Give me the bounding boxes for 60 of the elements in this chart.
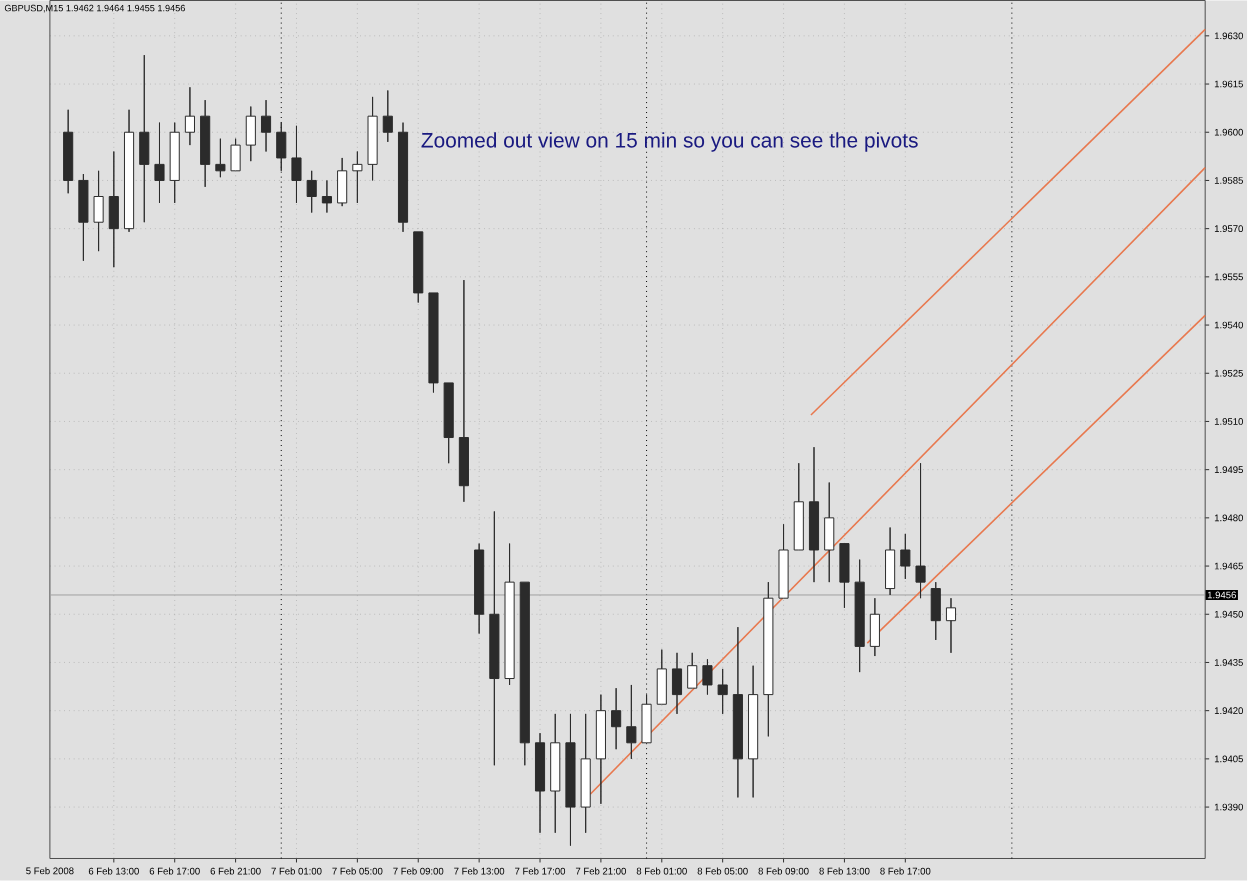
candlestick xyxy=(930,582,941,641)
candlestick xyxy=(215,138,226,179)
candlestick xyxy=(382,90,393,143)
candlestick xyxy=(504,543,515,686)
candlestick xyxy=(626,684,637,760)
candlestick xyxy=(885,527,896,596)
candlestick xyxy=(687,652,698,690)
candlestick xyxy=(337,157,348,208)
candlestick xyxy=(945,598,957,654)
candlestick xyxy=(245,106,256,163)
candlestick xyxy=(169,122,180,204)
candlestick xyxy=(900,533,911,580)
candlestick xyxy=(123,109,135,233)
candlestick xyxy=(352,151,363,204)
candlestick xyxy=(671,652,683,715)
candlestick xyxy=(489,511,500,767)
candlestick xyxy=(139,55,150,224)
candlestick xyxy=(321,180,332,214)
candlestick xyxy=(78,173,89,262)
candlestick xyxy=(428,292,439,394)
candlestick xyxy=(63,109,74,195)
candlestick xyxy=(717,668,728,715)
candlestick xyxy=(595,694,606,805)
candlestick xyxy=(748,665,759,799)
candlestick xyxy=(230,138,241,172)
candlestick xyxy=(93,170,104,253)
candlestick xyxy=(854,559,865,674)
candlestick xyxy=(260,100,272,153)
candlestick xyxy=(184,87,195,147)
candlestick xyxy=(550,713,561,834)
candlestick xyxy=(474,543,485,635)
candlestick xyxy=(519,582,530,767)
candlestick xyxy=(702,659,713,696)
candlestick xyxy=(763,582,774,738)
candlestick xyxy=(367,96,378,182)
candlestick xyxy=(397,122,409,233)
candlestick xyxy=(656,649,667,706)
candlestick xyxy=(108,151,119,269)
annotation: Zoomed out view on 15 min so you can see the pivots xyxy=(421,132,918,153)
candlestick xyxy=(413,231,424,304)
candlestick xyxy=(839,543,850,609)
candlestick xyxy=(291,125,302,204)
candlestick xyxy=(154,122,165,204)
candlestick xyxy=(458,280,469,503)
candlestick xyxy=(915,463,926,600)
candlestick xyxy=(534,733,546,834)
candlestick xyxy=(200,100,211,188)
candlestick xyxy=(778,524,789,600)
candlestick xyxy=(306,170,317,214)
candlestick xyxy=(443,382,454,465)
candlestick xyxy=(732,627,743,799)
candlestick xyxy=(641,694,652,744)
candlestick xyxy=(793,463,804,551)
candlestick xyxy=(611,688,622,751)
candlestick xyxy=(580,713,591,834)
candlestick xyxy=(276,122,287,172)
candlestick xyxy=(565,713,576,847)
candlestick xyxy=(824,482,835,584)
candlestick xyxy=(869,598,880,657)
candlestick xyxy=(808,447,820,584)
